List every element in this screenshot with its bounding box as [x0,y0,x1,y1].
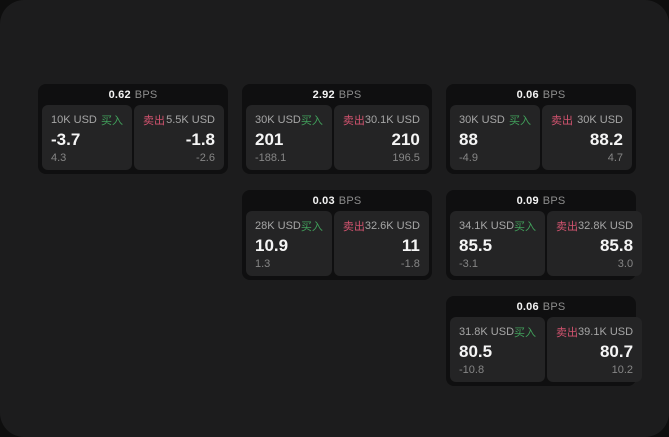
sell-quote-tile[interactable]: 卖出 32.8K USD 85.8 3.0 [547,211,643,276]
sell-price: 85.8 [599,236,634,255]
bps-value: 2.92 [312,88,335,101]
bps-header: 0.06 BPS [450,296,632,317]
sell-quote-tile[interactable]: 卖出 32.6K USD 11 -1.8 [333,211,429,276]
buy-amount: 31.8K USD [459,326,515,338]
buy-delta: -10.8 [459,364,485,376]
bps-unit-label: BPS [338,194,362,207]
bps-value: 0.09 [516,194,539,207]
quote-card-2: 2.92 BPS 30K USD 买入 201 -188.1 卖出 30.1K … [242,84,432,174]
bps-unit-label: BPS [542,88,566,101]
bps-unit-label: BPS [542,300,566,313]
quote-card-4: 0.03 BPS 28K USD 买入 10.9 1.3 卖出 32.6K US… [242,190,432,280]
buy-delta: -4.9 [459,152,478,164]
sell-price: -1.8 [185,130,215,149]
bps-header: 0.09 BPS [450,190,632,211]
buy-amount: 28K USD [255,220,301,232]
sell-delta: 196.5 [392,152,420,164]
buy-amount: 34.1K USD [459,220,515,232]
bps-unit-label: BPS [338,88,362,101]
bps-value: 0.62 [108,88,131,101]
buy-delta: -3.1 [459,258,478,270]
quote-card-1: 0.62 BPS 10K USD 买入 -3.7 4.3 卖出 5.5K USD [38,84,228,174]
sell-side-label: 卖出 [342,115,365,127]
sell-quote-tile[interactable]: 卖出 5.5K USD -1.8 -2.6 [134,105,224,170]
buy-quote-tile[interactable]: 10K USD 买入 -3.7 4.3 [42,105,132,170]
bps-value: 0.03 [312,194,335,207]
quote-body: 28K USD 买入 10.9 1.3 卖出 32.6K USD 11 -1.8 [246,211,429,276]
bps-value: 0.06 [516,88,539,101]
quote-body: 10K USD 买入 -3.7 4.3 卖出 5.5K USD -1.8 -2.… [42,105,224,170]
sell-price: 11 [401,236,420,255]
sell-price: 80.7 [599,342,634,361]
sell-side-label: 卖出 [556,327,579,339]
quote-body: 30K USD 买入 88 -4.9 卖出 30K USD 88.2 4.7 [450,105,632,170]
buy-price: 88 [459,130,478,149]
sell-delta: 3.0 [617,258,634,270]
sell-quote-tile[interactable]: 卖出 39.1K USD 80.7 10.2 [547,317,643,382]
quote-body: 31.8K USD 买入 80.5 -10.8 卖出 39.1K USD 80.… [450,317,643,382]
buy-amount: 30K USD [255,114,301,126]
buy-side-label: 买入 [514,221,537,233]
sell-quote-tile[interactable]: 卖出 30.1K USD 210 196.5 [333,105,429,170]
bps-header: 2.92 BPS [246,84,428,105]
quote-card-5: 0.09 BPS 34.1K USD 买入 85.5 -3.1 卖出 32.8K… [446,190,643,280]
buy-quote-tile[interactable]: 31.8K USD 买入 80.5 -10.8 [450,317,546,382]
buy-delta: 1.3 [255,258,271,270]
buy-quote-tile[interactable]: 30K USD 买入 88 -4.9 [450,105,540,170]
quote-body: 34.1K USD 买入 85.5 -3.1 卖出 32.8K USD 85.8… [450,211,643,276]
buy-price: 201 [255,130,284,149]
quotes-grid: 0.62 BPS 10K USD 买入 -3.7 4.3 卖出 5.5K USD [38,84,643,386]
buy-side-label: 买入 [101,115,123,127]
sell-amount: 32.8K USD [578,220,634,232]
quote-card-6: 0.06 BPS 31.8K USD 买入 80.5 -10.8 卖出 39.1… [446,296,643,386]
buy-amount: 30K USD [459,114,505,126]
buy-price: -3.7 [51,130,81,149]
buy-delta: -188.1 [255,152,287,164]
buy-delta: 4.3 [51,152,67,164]
quote-card-3: 0.06 BPS 30K USD 买入 88 -4.9 卖出 30K USD [446,84,636,174]
sell-side-label: 卖出 [551,115,573,127]
sell-amount: 30.1K USD [364,114,420,126]
sell-delta: 4.7 [607,152,623,164]
sell-amount: 5.5K USD [166,114,215,126]
buy-amount: 10K USD [51,114,97,126]
sell-price: 210 [391,130,420,149]
sell-amount: 30K USD [577,114,623,126]
bps-header: 0.62 BPS [42,84,224,105]
bps-header: 0.03 BPS [246,190,428,211]
buy-side-label: 买入 [509,115,531,127]
buy-price: 10.9 [255,236,289,255]
bps-value: 0.06 [516,300,539,313]
sell-amount: 32.6K USD [364,220,420,232]
sell-delta: -1.8 [400,258,420,270]
buy-quote-tile[interactable]: 28K USD 买入 10.9 1.3 [246,211,332,276]
sell-delta: 10.2 [611,364,634,376]
bps-header: 0.06 BPS [450,84,632,105]
buy-price: 80.5 [459,342,493,361]
sell-delta: -2.6 [196,152,215,164]
buy-side-label: 买入 [514,327,537,339]
sell-quote-tile[interactable]: 卖出 30K USD 88.2 4.7 [542,105,632,170]
sell-side-label: 卖出 [556,221,579,233]
buy-price: 85.5 [459,236,493,255]
bps-unit-label: BPS [542,194,566,207]
sell-side-label: 卖出 [143,115,165,127]
sell-amount: 39.1K USD [578,326,634,338]
buy-side-label: 买入 [300,221,323,233]
bps-unit-label: BPS [134,88,158,101]
buy-quote-tile[interactable]: 34.1K USD 买入 85.5 -3.1 [450,211,546,276]
buy-side-label: 买入 [300,115,323,127]
sell-price: 88.2 [589,130,623,149]
buy-quote-tile[interactable]: 30K USD 买入 201 -188.1 [246,105,332,170]
sell-side-label: 卖出 [342,221,365,233]
quote-body: 30K USD 买入 201 -188.1 卖出 30.1K USD 210 1… [246,105,429,170]
